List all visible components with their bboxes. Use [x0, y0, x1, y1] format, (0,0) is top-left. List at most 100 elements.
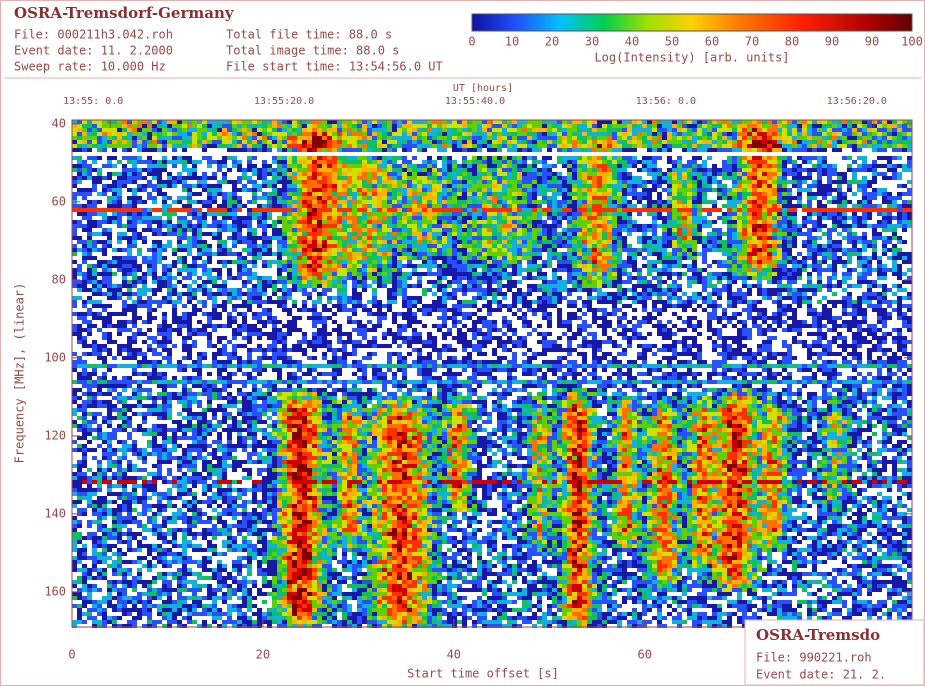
cell — [657, 236, 662, 240]
cell — [217, 252, 222, 256]
cell — [792, 204, 797, 208]
cell — [512, 156, 517, 160]
cell — [222, 180, 227, 184]
cell — [682, 144, 687, 148]
cell — [602, 132, 607, 136]
cell — [452, 128, 457, 132]
cell — [507, 120, 512, 124]
cell — [627, 204, 632, 208]
cell — [552, 128, 557, 132]
cell — [512, 248, 517, 252]
cell — [312, 192, 317, 196]
cell — [547, 132, 552, 136]
cell — [142, 220, 147, 224]
cell — [367, 136, 372, 140]
cell — [467, 216, 472, 220]
cell — [347, 120, 352, 124]
cell — [852, 160, 857, 164]
cell — [597, 188, 602, 192]
cell — [747, 156, 752, 160]
cell — [777, 216, 782, 220]
cell — [432, 168, 437, 172]
cell — [252, 144, 257, 148]
cell — [672, 192, 677, 196]
cell — [237, 200, 242, 204]
cell — [212, 176, 217, 180]
cell — [247, 180, 252, 184]
cell — [152, 208, 157, 212]
cell — [267, 192, 272, 196]
cell — [482, 248, 487, 252]
cell — [422, 200, 427, 204]
cell — [752, 232, 757, 236]
cell — [462, 208, 467, 212]
cell — [792, 144, 797, 148]
cell — [522, 240, 527, 244]
cell — [652, 204, 657, 208]
cell — [427, 204, 432, 208]
cell — [332, 136, 337, 140]
cell — [502, 248, 507, 252]
cell — [427, 144, 432, 148]
cell — [162, 140, 167, 144]
cell — [207, 128, 212, 132]
cell — [332, 240, 337, 244]
cell — [757, 156, 762, 160]
cell — [252, 212, 257, 216]
cell — [142, 140, 147, 144]
cell — [77, 224, 82, 228]
cell — [572, 160, 577, 164]
cell — [147, 180, 152, 184]
cell — [502, 196, 507, 200]
cell — [787, 244, 792, 248]
cell — [737, 184, 742, 188]
cell — [192, 128, 197, 132]
cell — [577, 244, 582, 248]
cell — [737, 236, 742, 240]
cell — [702, 196, 707, 200]
cell — [497, 140, 502, 144]
cell — [432, 160, 437, 164]
cell — [417, 120, 422, 124]
cell — [442, 172, 447, 176]
cell — [367, 156, 372, 160]
cell — [717, 232, 722, 236]
cell — [237, 216, 242, 220]
cell — [342, 168, 347, 172]
cell — [427, 232, 432, 236]
cell — [532, 172, 537, 176]
cell — [447, 168, 452, 172]
cell — [822, 208, 827, 212]
cell — [742, 228, 747, 232]
cell — [387, 248, 392, 252]
cell — [222, 200, 227, 204]
cell — [472, 188, 477, 192]
cell — [187, 172, 192, 176]
cell — [882, 188, 887, 192]
cell — [132, 208, 137, 212]
cell — [157, 148, 162, 152]
cell — [847, 228, 852, 232]
cell — [652, 252, 657, 256]
cell — [332, 236, 337, 240]
cell — [472, 168, 477, 172]
cell — [252, 196, 257, 200]
cell — [92, 204, 97, 208]
cell — [297, 248, 302, 252]
cell — [262, 248, 267, 252]
cell — [572, 244, 577, 248]
cell — [492, 180, 497, 184]
cell — [287, 212, 292, 216]
cell — [417, 192, 422, 196]
cell — [307, 144, 312, 148]
cell — [647, 224, 652, 228]
cell — [357, 256, 362, 260]
cell — [572, 172, 577, 176]
cell — [302, 144, 307, 148]
cell — [197, 256, 202, 260]
cell — [502, 208, 507, 212]
cell — [712, 248, 717, 252]
cell — [627, 148, 632, 152]
cell — [327, 168, 332, 172]
cell — [432, 132, 437, 136]
